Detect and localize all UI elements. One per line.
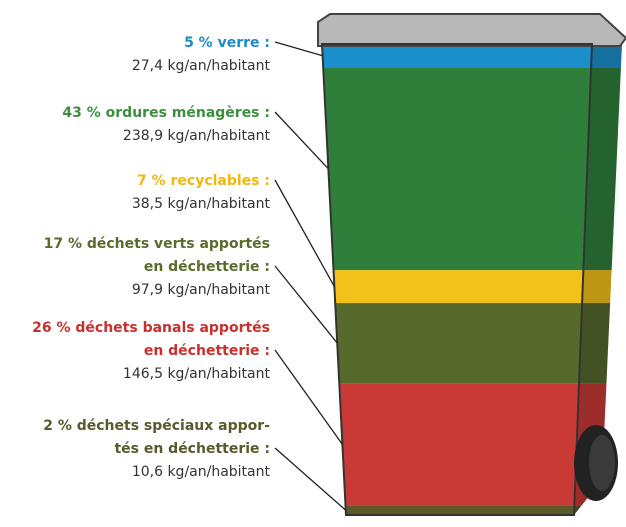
segment-label: 7 % recyclables :: [137, 173, 270, 189]
kg-label: 146,5 kg/an/habitant: [123, 366, 271, 382]
kg-label: 10,6 kg/an/habitant: [132, 464, 271, 480]
percent-label: 17 %: [44, 236, 82, 252]
category-label: déchets spéciaux appor-: [77, 418, 270, 434]
percent-label: 43 %: [62, 105, 100, 121]
leader-line: [275, 180, 334, 287]
category-label: déchets verts apportés: [87, 236, 270, 252]
segment-label: 5 % verre :: [184, 35, 270, 51]
bin-segment: [300, 270, 626, 303]
category-label: tés en déchetterie :: [114, 441, 270, 457]
percent-label: 7 %: [137, 173, 166, 189]
category-label: recyclables :: [171, 173, 271, 189]
segment-label: en déchetterie :: [144, 343, 270, 359]
category-label: déchets banals apportés: [75, 320, 270, 336]
bin-segment: [300, 44, 626, 68]
percent-label: 2 %: [43, 418, 72, 434]
chart: 5 % verre : 27,4 kg/an/habitant 43 % ordur…: [0, 0, 626, 527]
bin-segment: [300, 303, 626, 383]
category-label: en déchetterie :: [144, 259, 270, 275]
segment-label: 26 % déchets banals apportés: [32, 320, 270, 336]
leader-line: [275, 448, 346, 510]
leader-line: [275, 266, 337, 343]
category-label: en déchetterie :: [144, 343, 270, 359]
percent-label: 5 %: [184, 35, 213, 51]
segment-label: tés en déchetterie :: [114, 441, 270, 457]
segment-label: 17 % déchets verts apportés: [44, 236, 270, 252]
kg-label: 27,4 kg/an/habitant: [132, 58, 271, 74]
percent-label: 26 %: [32, 320, 70, 336]
kg-label: 38,5 kg/an/habitant: [132, 196, 271, 212]
bin-segment: [300, 68, 626, 271]
labels: 5 % verre : 27,4 kg/an/habitant 43 % ordur…: [32, 35, 346, 510]
segment-label: en déchetterie :: [144, 259, 270, 275]
kg-label: 238,9 kg/an/habitant: [123, 128, 271, 144]
category-label: verre :: [218, 35, 270, 51]
wheel-hub: [589, 435, 615, 491]
leader-line: [275, 350, 342, 444]
segment-label: 2 % déchets spéciaux appor-: [43, 418, 270, 434]
category-label: ordures ménagères :: [106, 105, 270, 121]
bin-lid: [318, 14, 626, 46]
leader-line: [275, 42, 323, 56]
kg-label: 97,9 kg/an/habitant: [132, 282, 271, 298]
leader-line: [275, 112, 328, 169]
segment-label: 43 % ordures ménagères :: [62, 105, 270, 121]
